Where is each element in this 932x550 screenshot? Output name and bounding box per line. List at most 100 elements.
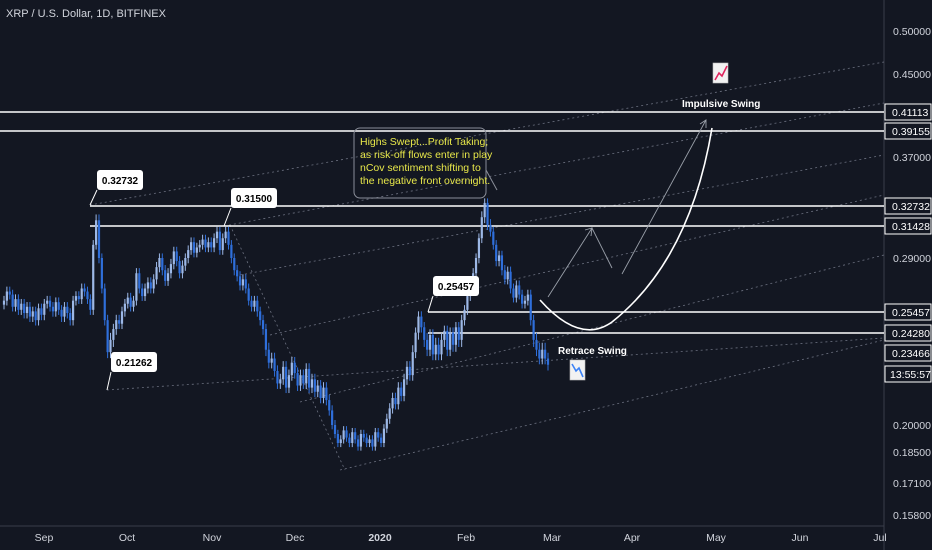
horizontal-levels <box>0 111 884 334</box>
candle-body <box>74 296 78 301</box>
candle-body <box>241 279 244 286</box>
price-label: 0.41113 <box>884 103 932 121</box>
candle-body <box>308 368 311 388</box>
candle-body <box>236 270 239 277</box>
candle-body <box>480 217 483 239</box>
trend-channels <box>89 61 885 471</box>
candle-body <box>172 251 175 265</box>
candle-body <box>546 358 550 365</box>
candle-body <box>449 332 452 350</box>
candle-body <box>210 242 213 248</box>
y-tick-label: 0.29000 <box>893 253 931 265</box>
candle-body <box>411 352 414 376</box>
candle-body <box>426 339 429 350</box>
y-tick-label: 0.50000 <box>893 26 931 38</box>
candle-body <box>408 366 411 376</box>
candle-body <box>379 437 383 443</box>
y-tick-label: 0.37000 <box>893 152 931 164</box>
candle-body <box>80 288 83 300</box>
candle-body <box>446 330 449 350</box>
candle-body <box>51 306 55 312</box>
candle-body <box>431 334 434 355</box>
price-label-box <box>884 122 932 140</box>
candle-body <box>313 379 316 392</box>
candle-body <box>152 279 155 289</box>
y-tick-label: 0.17100 <box>893 478 931 490</box>
candle-body <box>371 439 374 447</box>
candle-body <box>17 299 20 310</box>
candle-body <box>92 244 95 310</box>
price-label-box <box>884 324 932 342</box>
candle-body <box>149 282 152 289</box>
candle-body <box>466 296 469 310</box>
candle-body <box>60 309 63 317</box>
candle-body <box>377 432 380 438</box>
candle-body <box>474 258 478 274</box>
candle-body <box>492 231 495 245</box>
candle-body <box>161 258 164 271</box>
candle-body <box>339 439 342 443</box>
price-label: 0.23466 <box>884 344 932 362</box>
callout-box <box>231 188 277 208</box>
candle-body <box>2 300 6 305</box>
candle-body <box>497 255 501 262</box>
candle-body <box>391 397 394 409</box>
candle-body <box>138 273 141 289</box>
candle-body <box>368 439 371 443</box>
candle-body <box>106 320 109 353</box>
projection-arrowheads <box>584 119 707 237</box>
candle-body <box>11 294 14 307</box>
candle-body <box>529 294 532 321</box>
note-line: as risk-off flows enter in play <box>360 149 493 161</box>
candle-body <box>146 282 150 289</box>
countdown-box <box>884 365 932 383</box>
candle-body <box>296 373 299 386</box>
chart-increasing-icon <box>712 62 729 84</box>
candle-body <box>270 358 273 363</box>
candle-body <box>141 288 144 297</box>
candle-body <box>282 366 285 380</box>
candle-body <box>198 244 201 248</box>
x-tick-label: Jul <box>873 532 886 544</box>
candle-body <box>402 379 406 396</box>
candle-body <box>293 362 296 374</box>
candle-body <box>319 385 322 398</box>
candle-body <box>204 239 207 248</box>
candle-body <box>256 300 259 312</box>
candle-body <box>48 300 52 307</box>
candle-body <box>5 291 8 301</box>
candle-body <box>115 320 118 330</box>
candle-body <box>66 306 69 314</box>
candle-body <box>166 273 170 281</box>
candle-body <box>322 387 325 398</box>
candle-body <box>316 385 319 392</box>
callout-pointer <box>223 207 232 227</box>
candle-body <box>69 313 72 321</box>
y-tick-label: 0.20000 <box>893 420 931 432</box>
candle-body <box>192 242 196 253</box>
candle-body <box>164 270 167 281</box>
y-tick-label: 0.45000 <box>893 69 931 81</box>
candle-body <box>175 251 178 262</box>
candle-body <box>23 303 26 314</box>
candle-body <box>224 231 227 239</box>
candle-body <box>184 258 187 266</box>
candle-body <box>8 291 11 295</box>
candle-body <box>483 202 486 218</box>
x-tick-label: Mar <box>543 532 562 544</box>
candle-body <box>233 258 236 271</box>
candle-body <box>109 339 112 353</box>
candle-body <box>535 339 538 350</box>
x-tick-label: Feb <box>457 532 475 544</box>
candle-body <box>178 261 181 274</box>
x-tick-label: 2020 <box>368 532 392 544</box>
candle-body <box>77 296 80 300</box>
candle-body <box>351 432 354 443</box>
candle-body <box>457 327 460 340</box>
candle-body <box>443 330 446 340</box>
candle-body <box>221 238 224 251</box>
price-label-text: 0.39155 <box>892 126 930 138</box>
channel-line <box>239 154 885 276</box>
candle-body <box>354 432 357 440</box>
